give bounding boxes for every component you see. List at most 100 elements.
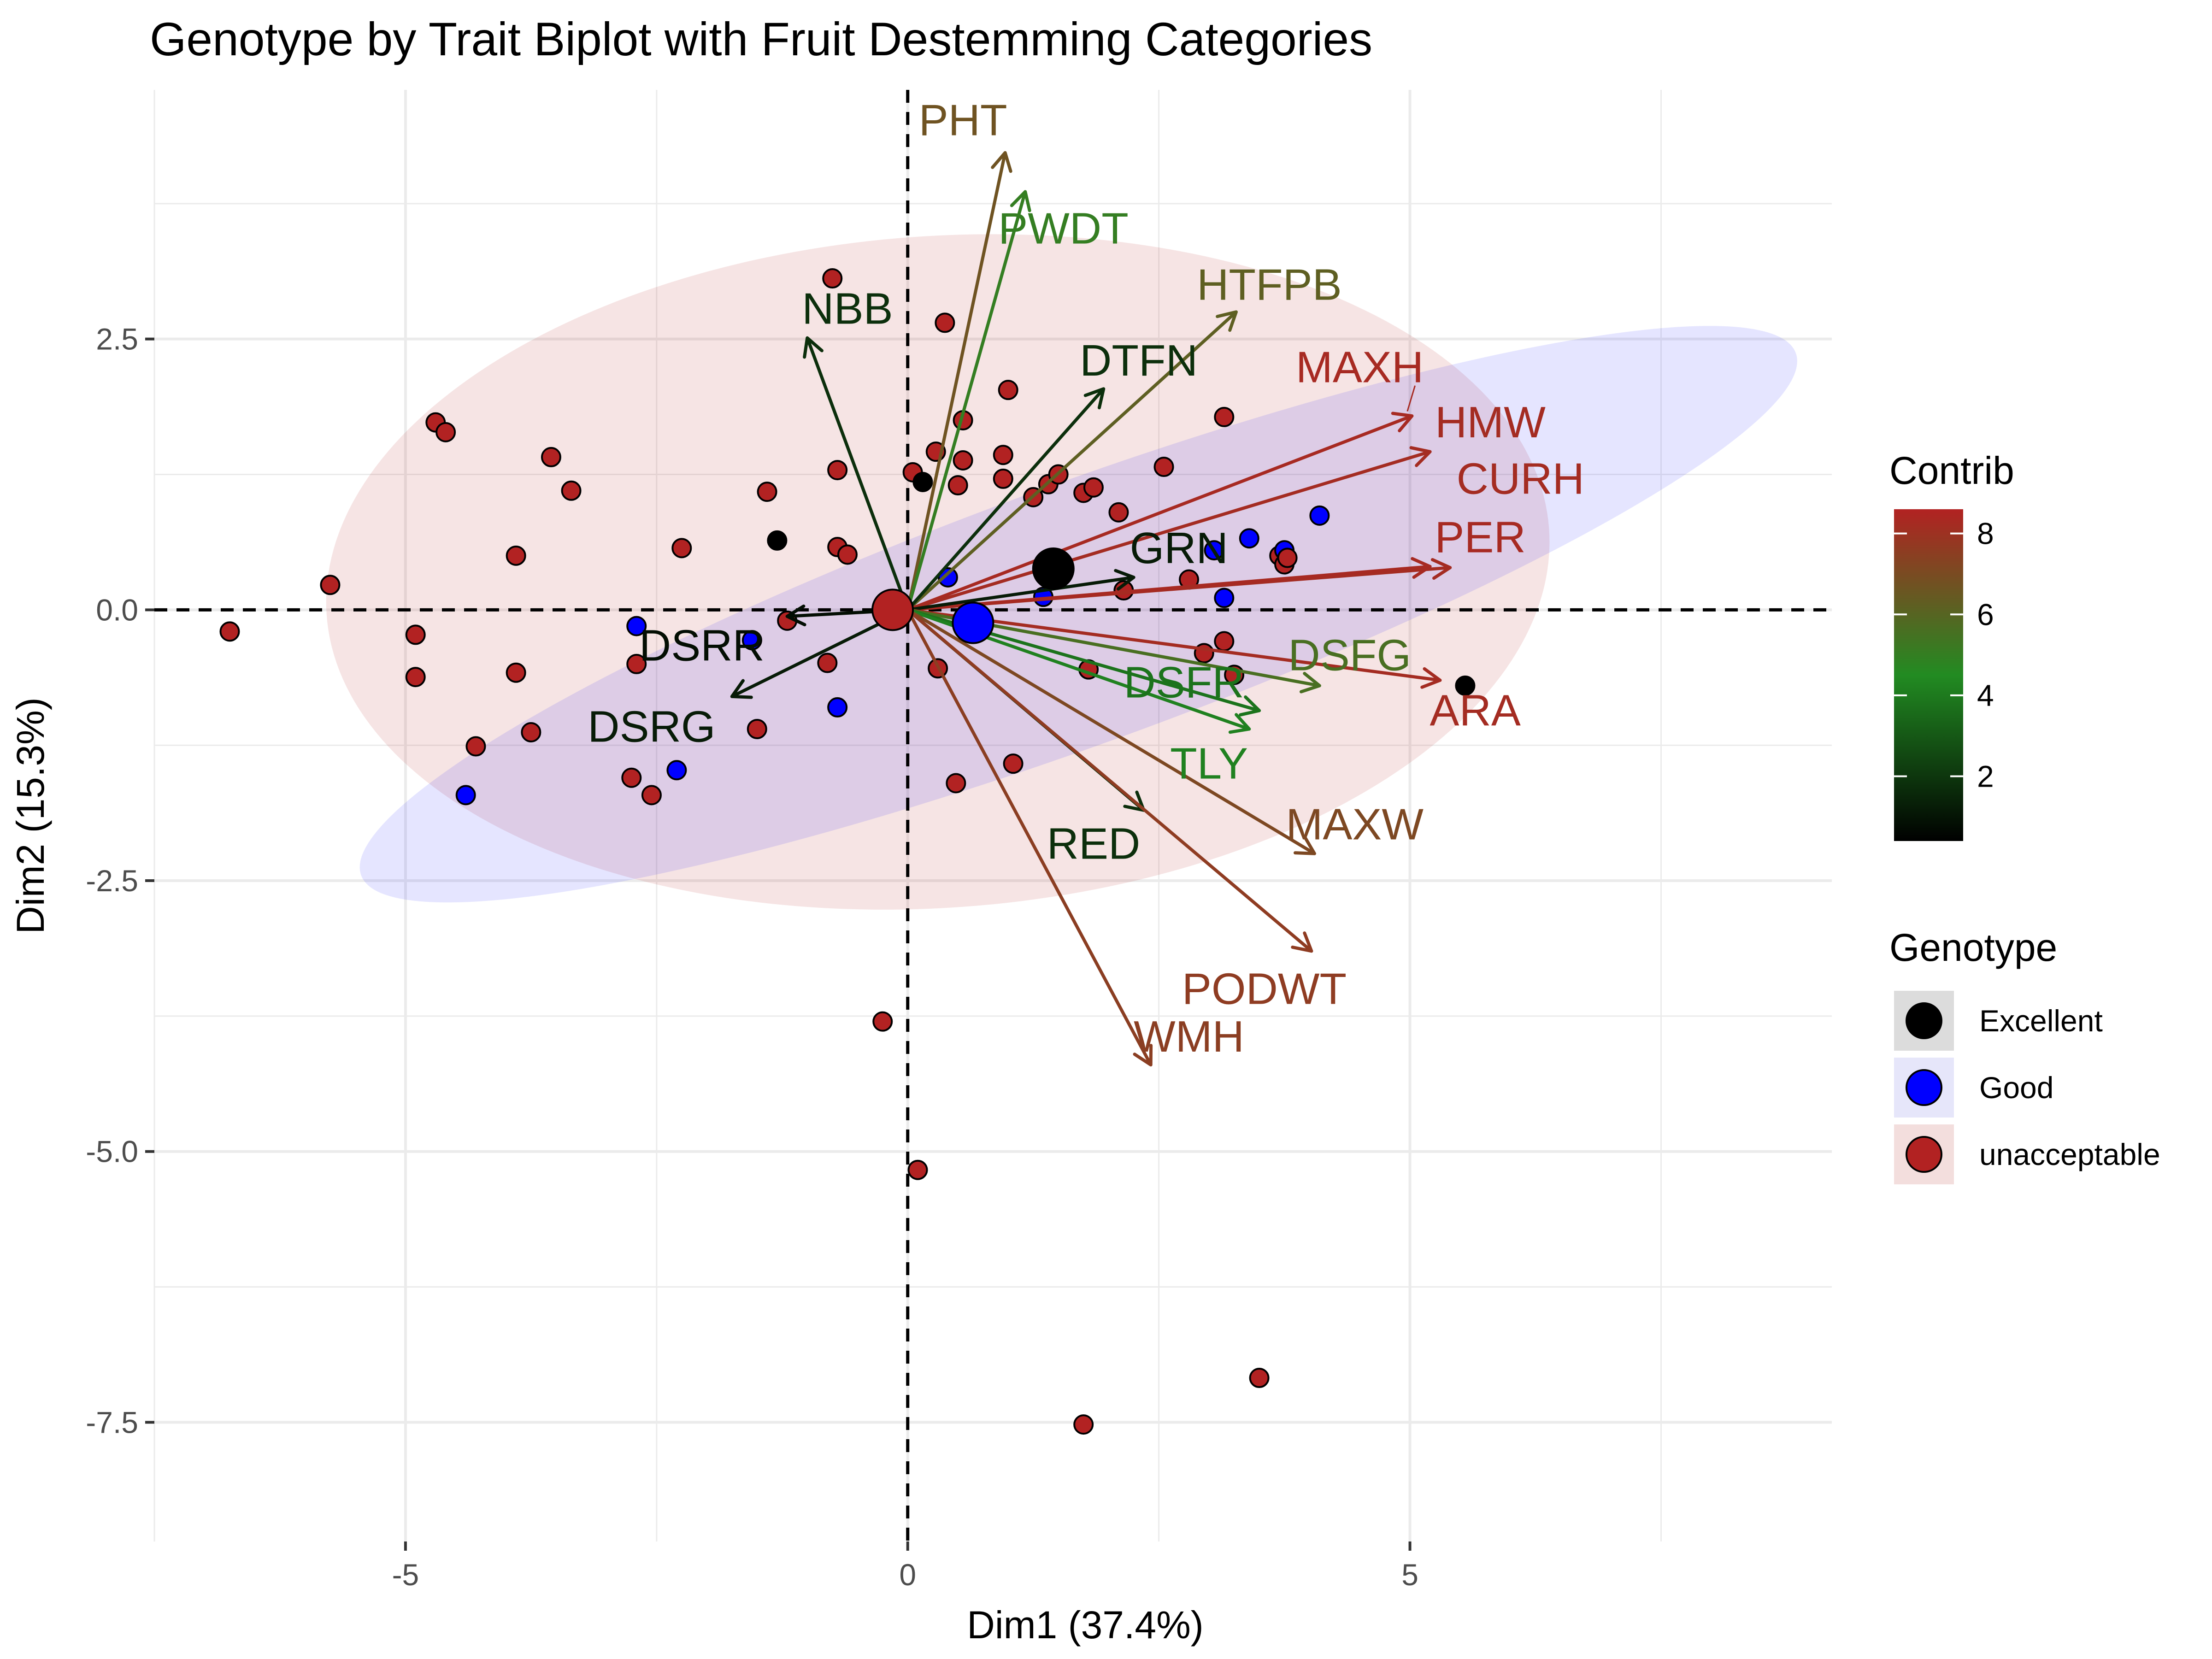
reference-lines xyxy=(154,90,1832,1541)
genotype-point-unacceptable xyxy=(1214,631,1235,652)
x-tick-label: -5 xyxy=(392,1558,419,1592)
genotype-legend: Genotype Excellent Good unacceptable xyxy=(1889,926,2160,1184)
genotype-point-excellent xyxy=(767,530,788,551)
genotype-points xyxy=(219,268,1476,1435)
genotype-point-unacceptable xyxy=(1214,406,1235,427)
contrib-tick-label: 8 xyxy=(1977,517,1994,551)
genotype-point-unacceptable xyxy=(435,422,456,442)
genotype-legend-entries: Excellent Good unacceptable xyxy=(1894,991,2160,1184)
variable-label-podwt: PODWT xyxy=(1182,965,1347,1014)
variable-label-maxw: MAXW xyxy=(1286,800,1424,849)
legend-label-excellent: Excellent xyxy=(1979,1004,2103,1038)
y-tick-label: -2.5 xyxy=(86,864,138,898)
genotype-point-good xyxy=(1204,540,1224,561)
genotype-point-good xyxy=(666,760,687,781)
grid-lines xyxy=(153,90,1832,1541)
genotype-point-good xyxy=(937,567,958,588)
genotype-point-unacceptable xyxy=(757,482,777,502)
genotype-point-unacceptable xyxy=(1073,1414,1094,1435)
variable-label-pwdt: PWDT xyxy=(998,204,1129,253)
variable-arrow-pwdt xyxy=(906,190,1031,612)
genotype-point-good xyxy=(1309,505,1330,526)
group-mean-points xyxy=(871,547,1075,644)
variable-arrow-nbb xyxy=(803,336,910,612)
x-tick-label: 0 xyxy=(899,1558,916,1592)
contrib-legend-title: Contrib xyxy=(1889,449,2014,492)
variable-label-ara: ARA xyxy=(1430,686,1521,735)
y-tick-label: 2.5 xyxy=(96,322,138,356)
genotype-point-unacceptable xyxy=(1003,753,1024,774)
contrib-legend: Contrib 2 4 6 8 xyxy=(1889,449,2014,841)
legend-label-good: Good xyxy=(1979,1071,2053,1105)
variable-arrow-podwt xyxy=(906,608,1313,953)
genotype-point-unacceptable xyxy=(506,662,526,683)
variable-label-curh: CURH xyxy=(1457,454,1584,503)
contrib-tick-label: 6 xyxy=(1977,597,1994,631)
confidence-ellipses xyxy=(326,234,1797,910)
legend-key-point-unacceptable xyxy=(1906,1136,1942,1173)
genotype-point-good xyxy=(1239,528,1259,549)
genotype-point-unacceptable xyxy=(621,767,642,788)
variable-label-maxh: MAXH xyxy=(1296,342,1424,392)
variable-arrow-wmh xyxy=(906,608,1153,1067)
genotype-point-good xyxy=(455,785,476,806)
y-tick-label: -7.5 xyxy=(86,1405,138,1439)
variable-arrow-pht xyxy=(906,151,1012,612)
y-tick-label: 0.0 xyxy=(96,593,138,627)
genotype-point-unacceptable xyxy=(1108,502,1129,523)
genotype-point-unacceptable xyxy=(641,785,662,806)
variable-label-leader-maxh xyxy=(1406,385,1416,412)
variable-label-dsfg: DSFG xyxy=(1288,631,1411,680)
genotype-point-unacceptable xyxy=(626,653,647,674)
genotype-point-unacceptable xyxy=(993,468,1013,489)
genotype-point-unacceptable xyxy=(465,736,486,757)
group-mean-point-good xyxy=(952,601,994,644)
variable-label-nbb: NBB xyxy=(802,284,893,333)
genotype-point-unacceptable xyxy=(405,667,426,688)
variable-arrows xyxy=(730,151,1452,1067)
contrib-tick-label: 2 xyxy=(1977,759,1994,794)
genotype-point-unacceptable xyxy=(822,268,843,289)
genotype-point-unacceptable xyxy=(1083,477,1104,498)
contrib-legend-ticks: 2 4 6 8 xyxy=(1894,517,1994,794)
genotype-point-unacceptable xyxy=(998,380,1018,400)
genotype-point-unacceptable xyxy=(946,773,966,794)
genotype-point-unacceptable xyxy=(947,475,968,496)
variable-label-grn: GRN xyxy=(1130,524,1228,573)
variable-label-dsrg: DSRG xyxy=(588,702,715,752)
variable-arrow-hmw xyxy=(906,446,1432,612)
genotype-point-unacceptable xyxy=(1277,547,1298,568)
genotype-point-unacceptable xyxy=(541,447,561,467)
genotype-legend-title: Genotype xyxy=(1889,926,2057,969)
x-axis-title: Dim1 (37.4%) xyxy=(967,1603,1203,1647)
variable-arrow-maxw xyxy=(906,608,1316,855)
genotype-point-unacceptable xyxy=(1249,1368,1270,1388)
confidence-ellipse-good xyxy=(359,326,1797,903)
variable-label-per: PER xyxy=(1435,512,1525,562)
contrib-colorbar xyxy=(1894,509,1963,841)
plot-panel xyxy=(154,90,1832,1541)
genotype-point-unacceptable xyxy=(837,544,858,565)
genotype-point-unacceptable xyxy=(827,460,848,481)
genotype-point-unacceptable xyxy=(506,545,526,566)
variable-label-wmh: WMH xyxy=(1134,1012,1244,1061)
genotype-point-excellent xyxy=(1455,675,1476,696)
genotype-point-unacceptable xyxy=(747,718,767,739)
genotype-point-unacceptable xyxy=(817,653,838,673)
genotype-point-good xyxy=(626,616,647,636)
variable-label-dsfr: DSFR xyxy=(1124,658,1244,707)
genotype-point-unacceptable xyxy=(872,1011,893,1032)
genotype-point-unacceptable xyxy=(671,538,692,559)
variable-label-dsrr: DSRR xyxy=(639,621,765,670)
variable-arrow-maxh xyxy=(906,412,1414,612)
variable-arrow-ara xyxy=(906,608,1442,689)
contrib-tick-label: 4 xyxy=(1977,678,1994,712)
variable-label-red: RED xyxy=(1047,819,1141,869)
genotype-point-unacceptable xyxy=(219,621,240,642)
legend-key-point-excellent xyxy=(1906,1002,1942,1039)
genotype-point-good xyxy=(1214,588,1235,608)
variable-label-tly: TLY xyxy=(1170,739,1248,788)
x-tick-label: 5 xyxy=(1401,1558,1418,1592)
